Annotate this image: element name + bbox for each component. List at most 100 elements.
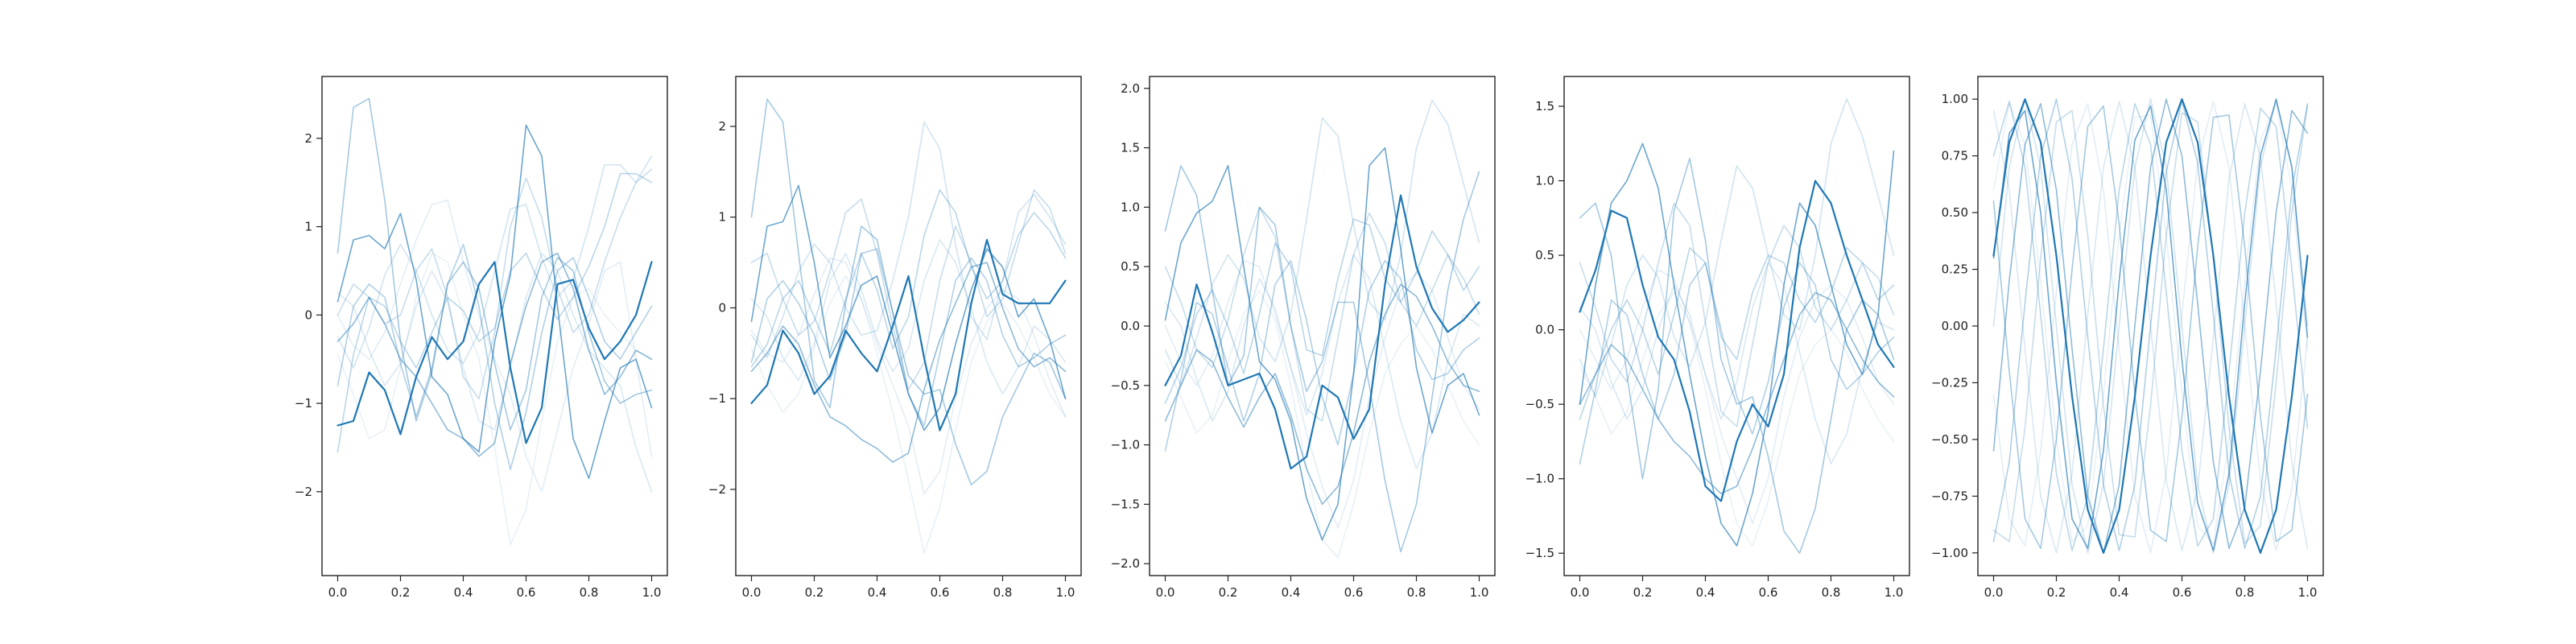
series-line-1 — [336, 261, 653, 444]
y-tick-label: 1 — [718, 210, 726, 225]
series-line-5 — [336, 243, 653, 471]
y-tick-label: −0.75 — [1931, 489, 1968, 503]
y-tick-label: −0.5 — [1525, 397, 1554, 411]
y-tick-label: 0.50 — [1942, 205, 1968, 220]
series-line-3 — [1992, 98, 2309, 554]
y-tick-label: 0.0 — [1535, 323, 1554, 337]
series-line-9 — [336, 252, 653, 493]
y-tick-label: 1 — [304, 220, 312, 234]
series-line-5 — [1164, 260, 1480, 452]
series-line-1 — [1579, 180, 1895, 502]
series-line-3 — [750, 262, 1067, 463]
series-line-10 — [336, 199, 653, 493]
y-tick-label: 0.5 — [1535, 248, 1554, 262]
y-tick-label: 1.00 — [1942, 92, 1968, 106]
x-tick-label: 1.0 — [642, 585, 662, 600]
series-line-3 — [336, 252, 653, 457]
series-line-5 — [1992, 98, 2309, 551]
series-line-8 — [750, 121, 1067, 359]
series-line-2 — [1992, 98, 2309, 551]
y-tick-label: 0.5 — [1121, 259, 1140, 274]
y-tick-label: −2 — [295, 485, 312, 499]
series-line-9 — [1992, 101, 2309, 554]
series-line-11 — [750, 275, 1067, 554]
x-tick-label: 1.0 — [2298, 585, 2318, 600]
x-tick-label: 0.0 — [1156, 585, 1175, 600]
x-tick-label: 0.2 — [2047, 585, 2066, 600]
x-tick-label: 0.6 — [931, 585, 950, 600]
x-tick-label: 0.6 — [2173, 585, 2192, 600]
series-line-4 — [1992, 105, 2309, 549]
y-tick-label: 2 — [304, 131, 312, 146]
y-tick-label: 0.0 — [1121, 319, 1140, 333]
series-line-2 — [336, 124, 653, 480]
series-line-7 — [750, 189, 1067, 390]
series-line-5 — [1579, 262, 1895, 464]
y-tick-label: 0.25 — [1942, 262, 1968, 277]
x-tick-label: 0.8 — [1822, 585, 1841, 600]
y-tick-label: −0.25 — [1931, 375, 1968, 390]
y-tick-label: 1.5 — [1121, 141, 1140, 155]
series-line-2 — [1164, 147, 1480, 541]
x-tick-label: 0.2 — [805, 585, 824, 600]
x-tick-label: 0.6 — [517, 585, 536, 600]
x-tick-label: 0.4 — [454, 585, 473, 600]
y-tick-label: 0.00 — [1942, 319, 1968, 333]
y-tick-label: −2 — [708, 482, 726, 497]
y-tick-label: 1.5 — [1535, 99, 1554, 114]
series-line-4 — [1164, 164, 1480, 553]
subplot-2: 0.0 0.2 0.4 0.6 0.8 1.0 −2 −1 0 1 2 — [708, 76, 1082, 600]
x-tick-label: 0.2 — [1219, 585, 1238, 600]
series-line-8 — [336, 155, 653, 369]
y-tick-label: 1.0 — [1535, 174, 1554, 188]
series-line-7 — [1992, 105, 2309, 545]
y-tick-label: 0 — [718, 300, 726, 315]
y-tick-label: −1 — [708, 391, 726, 406]
series-line-11 — [336, 252, 653, 546]
x-tick-label: 0.8 — [1407, 585, 1426, 600]
subplot-1: 0.0 0.2 0.4 0.6 0.8 1.0 −2 −1 0 1 2 — [295, 76, 668, 600]
series-line-7 — [1579, 202, 1895, 427]
series-line-10 — [1164, 260, 1480, 529]
x-tick-label: 0.8 — [580, 585, 599, 600]
subplot-3: 0.0 0.2 0.4 0.6 0.8 1.0 −2.0 −1.5 −1.0 −0.5 0.0 0.5… — [1111, 76, 1496, 600]
series-line-4 — [336, 97, 653, 431]
x-tick-label: 0.2 — [1633, 585, 1653, 600]
series-line-8 — [1164, 99, 1480, 386]
series-line-6 — [1164, 218, 1480, 404]
series-line-4 — [1579, 158, 1895, 554]
series-line-11 — [1579, 291, 1895, 547]
y-tick-label: −0.5 — [1111, 378, 1140, 393]
axes-frame — [735, 76, 1082, 576]
y-tick-label: −1.0 — [1111, 438, 1140, 452]
x-tick-label: 0.0 — [328, 585, 348, 600]
y-tick-label: 2 — [718, 119, 726, 134]
y-tick-label: −1.5 — [1525, 546, 1554, 560]
y-tick-label: 0 — [304, 308, 312, 322]
subplot-4: 0.0 0.2 0.4 0.6 0.8 1.0 −1.5 −1.0 −0.5 0.0 0.5 1.0 1… — [1525, 76, 1910, 600]
x-tick-label: 0.0 — [1984, 585, 2004, 600]
x-tick-label: 1.0 — [1056, 585, 1075, 600]
y-tick-label: −1.5 — [1111, 497, 1140, 511]
x-tick-label: 0.0 — [742, 585, 762, 600]
series-line-3 — [1164, 283, 1480, 506]
y-tick-label: 2.0 — [1121, 81, 1140, 96]
series-line-6 — [1579, 247, 1895, 420]
x-tick-label: 1.0 — [1470, 585, 1489, 600]
series-line-11 — [1992, 103, 2309, 545]
x-tick-label: 0.4 — [868, 585, 887, 600]
x-tick-label: 0.8 — [993, 585, 1013, 600]
series-line-6 — [750, 189, 1067, 368]
x-tick-label: 0.4 — [1696, 585, 1715, 600]
series-line-4 — [750, 98, 1067, 486]
series-line-6 — [336, 172, 653, 453]
series-line-6 — [1992, 101, 2309, 551]
x-tick-label: 0.4 — [1282, 585, 1301, 600]
x-tick-label: 0.0 — [1571, 585, 1590, 600]
series-line-10 — [1992, 101, 2309, 554]
x-tick-label: 0.2 — [391, 585, 411, 600]
series-line-10 — [750, 257, 1067, 495]
x-tick-label: 0.6 — [1759, 585, 1778, 600]
y-tick-label: −1.0 — [1525, 472, 1554, 486]
